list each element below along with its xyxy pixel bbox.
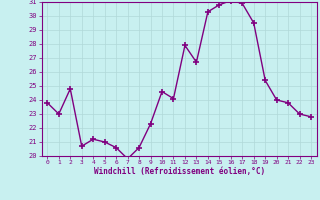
X-axis label: Windchill (Refroidissement éolien,°C): Windchill (Refroidissement éolien,°C) bbox=[94, 167, 265, 176]
